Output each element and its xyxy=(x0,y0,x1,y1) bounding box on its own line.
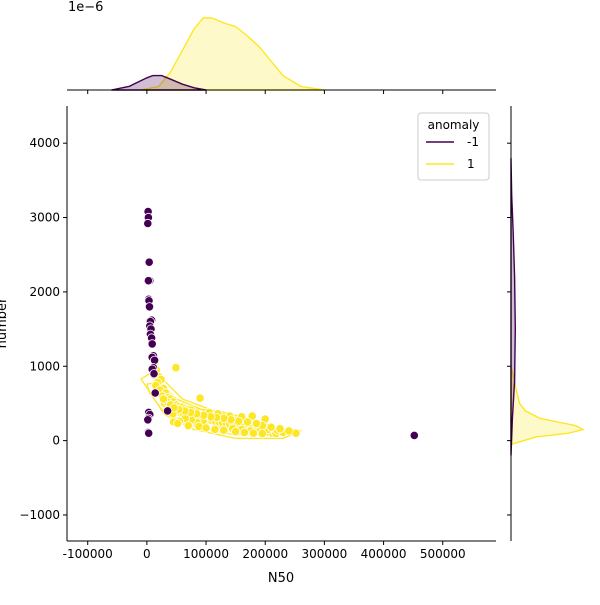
top-marginal-plot xyxy=(67,17,496,91)
scatter-point-1-107 xyxy=(284,426,294,436)
scatter-point-1-105 xyxy=(257,428,267,439)
y-tick-label-4: 3000 xyxy=(29,211,60,225)
scatter-point-neg1-30 xyxy=(409,430,419,440)
right-marginal-plot xyxy=(510,106,585,541)
scatter-point-neg1-22 xyxy=(150,388,160,398)
y-tick-label-2: 1000 xyxy=(29,359,60,373)
legend: anomaly -1 1 xyxy=(417,112,490,181)
scatter-point-neg1-21 xyxy=(149,369,159,379)
scatter-point-1-71 xyxy=(173,418,183,429)
axes: -100000 0 100000 200000 300000 400000 500000 −1… xyxy=(19,90,511,561)
scatter-point-1-104 xyxy=(248,428,258,438)
legend-label-1: 1 xyxy=(467,157,475,171)
scatter-point-neg1-8 xyxy=(144,302,155,312)
scatter-point-1-99 xyxy=(158,394,169,404)
scatter-point-1-59 xyxy=(247,411,257,421)
scatter-point-1-85 xyxy=(251,418,261,429)
scatter-point-neg1-2 xyxy=(143,218,153,229)
y-tick-label-3: 2000 xyxy=(29,285,60,299)
x-axis-label: N50 xyxy=(268,571,294,586)
x-tick-label-5: 400000 xyxy=(361,547,407,561)
scatter-point-neg1-28 xyxy=(144,428,154,438)
scatter-point-1-23 xyxy=(195,393,205,403)
y-tick-label-5: 4000 xyxy=(29,136,60,150)
scatter-point-1-76 xyxy=(219,425,229,435)
x-tick-label-1: 0 xyxy=(143,547,151,561)
scatter-point-1-83 xyxy=(266,422,276,432)
x-tick-label-4: 300000 xyxy=(301,547,347,561)
scatter-point-1-75 xyxy=(210,424,220,435)
x-tick-label-6: 500000 xyxy=(420,547,466,561)
y-tick-label-0: −1000 xyxy=(19,508,60,522)
scatter-point-1-106 xyxy=(275,424,285,434)
scatter-point-1-87 xyxy=(234,416,244,426)
scatter-point-neg1-29 xyxy=(163,406,173,416)
scatter-point-neg1-18 xyxy=(150,355,160,365)
legend-title: anomaly xyxy=(428,118,480,132)
right-kde-1 xyxy=(510,366,585,446)
top-axis-offset-label: 1e−6 xyxy=(68,0,103,15)
y-tick-label-1: 0 xyxy=(52,434,60,448)
scatter-point-1-74 xyxy=(201,423,211,433)
scatter-point-1-72 xyxy=(183,421,193,431)
top-kde-1 xyxy=(140,17,325,91)
x-tick-label-3: 200000 xyxy=(242,547,288,561)
x-tick-label-0: -100000 xyxy=(63,547,113,561)
scatter-point-neg1-26 xyxy=(143,415,153,425)
main-scatter-plot xyxy=(140,207,419,440)
x-tick-label-2: 100000 xyxy=(183,547,229,561)
scatter-point-neg1-5 xyxy=(143,276,153,286)
top-kde-neg1 xyxy=(111,74,207,91)
scatter-point-1-3 xyxy=(171,363,181,373)
scatter-point-1-103 xyxy=(239,427,250,437)
y-axis-label: number xyxy=(0,297,10,348)
scatter-point-neg1-3 xyxy=(144,257,154,267)
scatter-point-1-86 xyxy=(242,417,253,427)
scatter-point-1-102 xyxy=(231,427,241,437)
scatter-point-neg1-15 xyxy=(147,339,157,349)
legend-label-neg1: -1 xyxy=(467,135,479,149)
